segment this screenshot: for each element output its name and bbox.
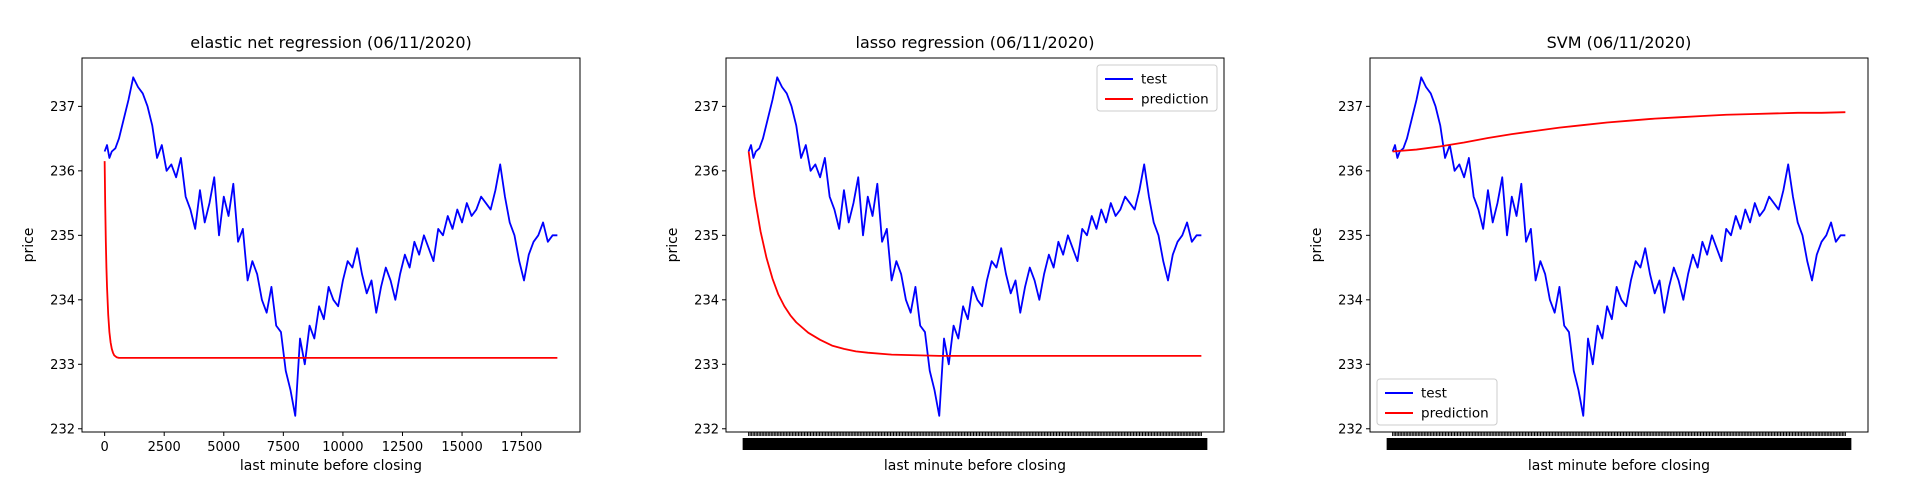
y-tick-label: 235 [50,229,75,244]
series-line-prediction [103,161,558,359]
legend-label-prediction: prediction [1141,92,1209,108]
y-tick-label: 237 [1338,100,1363,115]
series-line-test [747,76,1202,417]
y-tick-label: 234 [50,293,75,308]
chart-title: SVM (06/11/2020) [1547,33,1692,52]
chart-3: 232 233 234 235 236 237 SVM (06/11/2020) last m… [1309,33,1869,474]
series-line-test [103,76,558,417]
axes-frame [81,57,581,433]
overlapping-x-tick-labels [1386,438,1852,450]
legend-label-prediction: prediction [1421,406,1489,422]
chart-title: elastic net regression (06/11/2020) [190,33,472,52]
x-tick-label: 5000 [207,440,240,455]
legend: test prediction [1376,378,1498,426]
y-tick-label: 236 [694,164,719,179]
x-tick-label: 7500 [267,440,300,455]
series-line-prediction [747,151,1202,357]
dense-x-ticks [1386,432,1852,450]
x-tick-label: 2500 [148,440,181,455]
chart-2: 232 233 234 235 236 237 lasso regression (06/1… [665,33,1225,474]
y-tick-label: 233 [1338,358,1363,373]
legend-label-test: test [1141,72,1167,88]
y-tick-label: 232 [50,422,75,437]
x-tick-label: 17500 [501,440,542,455]
y-tick-label: 237 [50,100,75,115]
y-axis-label: price [1309,228,1325,263]
chart-1: 232 233 234 235 236 237 0 2500 5000 7500 10000 1250… [21,33,581,474]
y-tick-label: 236 [50,164,75,179]
y-tick-label: 232 [1338,422,1363,437]
legend-label-test: test [1421,386,1447,402]
y-tick-label: 233 [50,358,75,373]
dense-x-ticks [742,432,1208,450]
x-tick-label: 12500 [382,440,423,455]
chart-title: lasso regression (06/11/2020) [856,33,1095,52]
x-tick-label: 15000 [441,440,482,455]
y-tick-label: 233 [694,358,719,373]
y-tick-label: 234 [694,293,719,308]
series-line-test [1391,76,1846,417]
x-axis-label: last minute before closing [884,458,1066,474]
y-axis-label: price [21,228,37,263]
y-tick-label: 237 [694,100,719,115]
series-line-prediction [1392,111,1846,153]
y-tick-label: 234 [1338,293,1363,308]
overlapping-x-tick-labels [742,438,1208,450]
y-axis-label: price [665,228,681,263]
y-tick-label: 235 [1338,229,1363,244]
y-tick-label: 236 [1338,164,1363,179]
legend: test prediction [1096,64,1218,112]
x-tick-label: 10000 [322,440,363,455]
x-tick-label: 0 [100,440,108,455]
x-axis-label: last minute before closing [1528,458,1710,474]
y-tick-label: 232 [694,422,719,437]
y-tick-label: 235 [694,229,719,244]
x-axis-label: last minute before closing [240,458,422,474]
